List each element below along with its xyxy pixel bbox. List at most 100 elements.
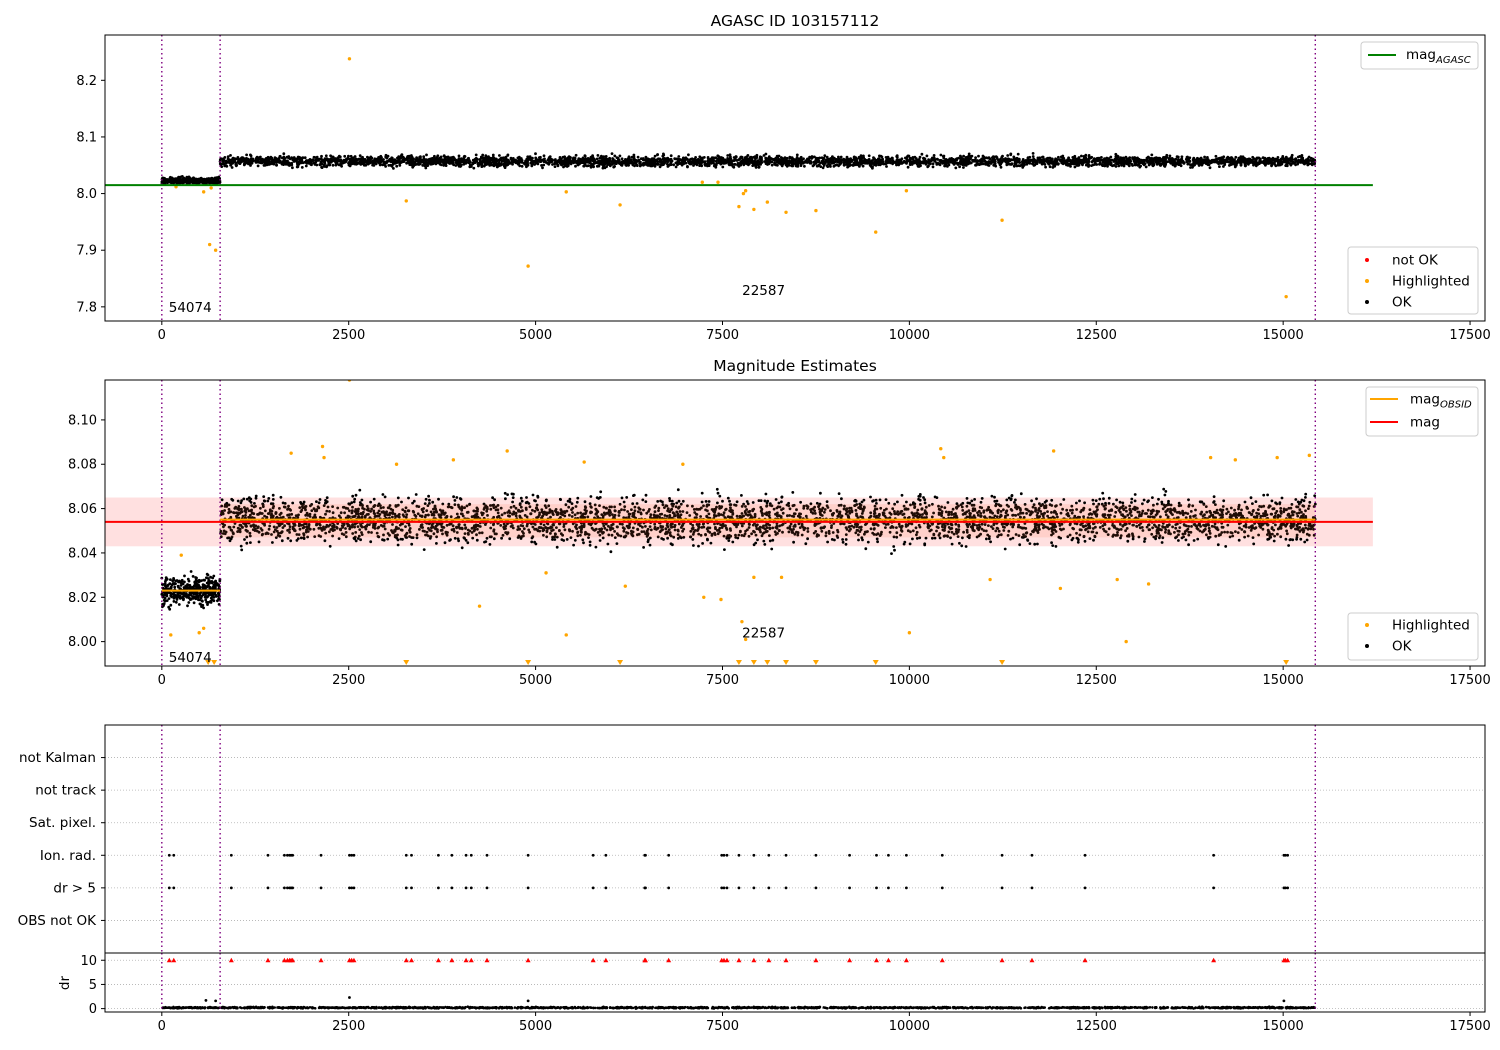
y-tick-label: 8.1 (76, 130, 97, 145)
ok-point (1039, 160, 1043, 164)
ok-point (860, 156, 864, 160)
ok-point (997, 159, 1001, 163)
ok-point (1303, 162, 1306, 166)
ok-point (1208, 166, 1212, 170)
ok-point (757, 166, 761, 169)
ok-point (454, 158, 458, 162)
ok-point (799, 164, 803, 168)
ok-point (194, 578, 198, 582)
ok-point (315, 159, 318, 163)
ok-point (1172, 159, 1175, 163)
ok-point (661, 160, 664, 163)
ok-point (1050, 157, 1054, 161)
ok-point (331, 155, 335, 159)
ok-point (183, 574, 186, 578)
ok-point (809, 156, 813, 160)
ok-point (620, 164, 624, 167)
ok-point (650, 157, 654, 161)
ok-point (1018, 161, 1022, 164)
ok-point (1231, 162, 1234, 166)
ok-point (627, 159, 630, 163)
ok-point (1213, 158, 1217, 162)
ok-point (658, 157, 662, 161)
ok-point (632, 155, 636, 159)
ok-point (1015, 158, 1018, 162)
ok-point (717, 155, 721, 159)
ok-point (377, 157, 380, 161)
ok-point (1141, 529, 1145, 532)
ok-point (297, 155, 301, 159)
ok-point (197, 598, 200, 602)
ok-point (439, 160, 442, 164)
ok-point (523, 162, 527, 166)
legend-label-main: mag (1406, 47, 1436, 63)
ok-point (534, 156, 538, 160)
ok-point (624, 158, 627, 161)
ok-point (859, 154, 863, 158)
ok-point (720, 159, 724, 163)
chart-title: AGASC ID 103157112 (711, 12, 880, 30)
ok-point (245, 535, 249, 539)
ok-point (444, 157, 447, 161)
ok-point (216, 181, 219, 185)
ok-point (1133, 162, 1137, 165)
ok-point (1177, 158, 1180, 162)
highlighted-point (743, 189, 748, 193)
ok-point (481, 153, 485, 157)
ok-point (376, 511, 380, 515)
highlighted-point (814, 208, 818, 213)
ok-point (457, 164, 461, 168)
ok-point (656, 153, 659, 156)
ok-point (272, 158, 276, 162)
ok-point (828, 159, 832, 163)
ok-point (425, 153, 428, 157)
ok-point (301, 156, 305, 160)
highlighted-point (874, 230, 878, 234)
ok-point (471, 161, 475, 165)
ok-point (478, 158, 481, 161)
ok-point (455, 161, 459, 165)
legend-label: Highlighted (1392, 274, 1470, 290)
ok-point (218, 598, 221, 601)
ok-point (627, 155, 631, 159)
ok-point (380, 158, 384, 162)
ok-point (1145, 156, 1149, 160)
ok-point (1307, 161, 1310, 165)
highlighted-point (1284, 294, 1288, 299)
x-tick-label: 17500 (1449, 328, 1490, 343)
ok-point (189, 570, 193, 573)
ok-point (331, 534, 334, 538)
ok-point (1052, 163, 1055, 167)
ok-point (511, 162, 514, 166)
ok-point (1293, 161, 1296, 165)
ok-point (210, 176, 214, 180)
ok-point (351, 494, 355, 498)
ok-point (749, 160, 753, 164)
ok-point (163, 582, 167, 586)
ok-point (607, 163, 611, 166)
ok-point (217, 593, 221, 596)
ok-point (680, 163, 684, 167)
ok-point (192, 595, 196, 598)
ok-point (1300, 154, 1304, 157)
ok-point (1255, 156, 1259, 160)
ok-point (222, 161, 225, 165)
ok-point (1122, 164, 1126, 168)
ok-point (245, 153, 249, 157)
ok-point (229, 163, 233, 167)
ok-point (165, 594, 169, 598)
ok-point (816, 158, 819, 162)
ok-point (422, 159, 426, 162)
ok-point (206, 594, 210, 598)
ok-point (1272, 158, 1276, 162)
ok-point (620, 157, 624, 161)
ok-point (965, 515, 969, 519)
ok-point (1250, 159, 1254, 163)
ok-point (603, 166, 607, 170)
ok-point (489, 163, 493, 166)
ok-point (1169, 160, 1173, 164)
ok-point (652, 159, 655, 163)
ok-point (811, 164, 815, 168)
ok-point (170, 176, 174, 180)
